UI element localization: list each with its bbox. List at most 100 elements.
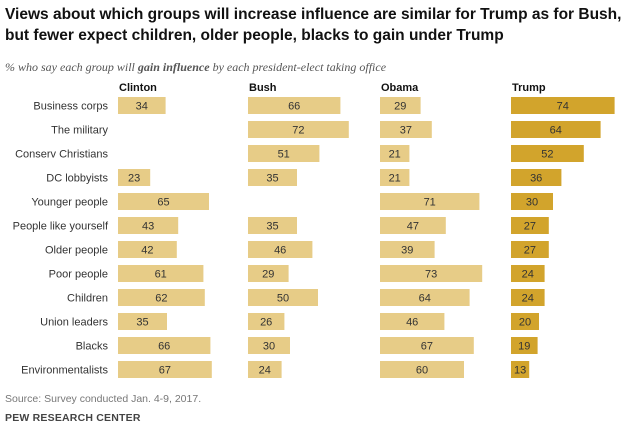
bar-obama-environmentalists xyxy=(380,361,464,378)
category-label-the-military: The military xyxy=(51,125,108,137)
bar-clinton-blacks xyxy=(118,337,211,354)
bar-obama-the-military xyxy=(380,121,432,138)
category-label-conserv-christians: Conserv Christians xyxy=(15,149,108,161)
bar-trump-people-like-yourself xyxy=(511,217,549,234)
bar-obama-conserv-christians xyxy=(380,145,410,162)
series-header-trump: Trump xyxy=(512,82,546,94)
value-label-clinton-older-people: 42 xyxy=(141,245,153,257)
category-label-business-corps: Business corps xyxy=(33,101,108,113)
value-label-clinton-children: 62 xyxy=(155,293,167,305)
value-label-bush-conserv-christians: 51 xyxy=(278,149,290,161)
bar-trump-blacks xyxy=(511,337,538,354)
series-header-obama: Obama xyxy=(381,82,419,94)
bar-bush-union-leaders xyxy=(248,313,285,330)
value-label-obama-dc-lobbyists: 21 xyxy=(389,173,401,185)
value-label-obama-children: 64 xyxy=(419,293,431,305)
value-label-clinton-union-leaders: 35 xyxy=(136,317,148,329)
value-label-clinton-younger-people: 65 xyxy=(157,197,169,209)
bar-bush-children xyxy=(248,289,318,306)
bar-clinton-children xyxy=(118,289,205,306)
value-label-clinton-blacks: 66 xyxy=(158,341,170,353)
value-label-trump-union-leaders: 20 xyxy=(519,317,531,329)
bar-obama-people-like-yourself xyxy=(380,217,446,234)
bar-clinton-poor-people xyxy=(118,265,204,282)
bar-bush-older-people xyxy=(248,241,313,258)
value-label-clinton-business-corps: 34 xyxy=(136,101,148,113)
bar-obama-children xyxy=(380,289,470,306)
value-label-clinton-environmentalists: 67 xyxy=(159,365,171,377)
bar-trump-environmentalists xyxy=(511,361,530,378)
value-label-clinton-dc-lobbyists: 23 xyxy=(128,173,140,185)
category-label-people-like-yourself: People like yourself xyxy=(13,221,109,233)
value-label-trump-older-people: 27 xyxy=(524,245,536,257)
bar-trump-children xyxy=(511,289,545,306)
category-label-older-people: Older people xyxy=(45,245,108,257)
bar-bush-people-like-yourself xyxy=(248,217,297,234)
series-header-clinton: Clinton xyxy=(119,82,157,94)
value-label-trump-younger-people: 30 xyxy=(526,197,538,209)
chart-title: Views about which groups will increase i… xyxy=(5,6,622,44)
value-label-trump-poor-people: 24 xyxy=(522,269,534,281)
bar-clinton-dc-lobbyists xyxy=(118,169,151,186)
value-label-clinton-poor-people: 61 xyxy=(155,269,167,281)
value-label-trump-blacks: 19 xyxy=(518,341,530,353)
bar-obama-poor-people xyxy=(380,265,483,282)
bar-bush-business-corps xyxy=(248,97,341,114)
value-label-bush-union-leaders: 26 xyxy=(260,317,272,329)
value-label-bush-poor-people: 29 xyxy=(262,269,274,281)
value-label-trump-the-military: 64 xyxy=(550,125,562,137)
chart-subtitle: % who say each group will gain influence… xyxy=(5,60,386,75)
source-note: Source: Survey conducted Jan. 4-9, 2017. xyxy=(5,393,202,405)
bar-bush-the-military xyxy=(248,121,349,138)
bar-bush-environmentalists xyxy=(248,361,282,378)
category-label-union-leaders: Union leaders xyxy=(40,317,108,329)
bar-trump-business-corps xyxy=(511,97,615,114)
series-header-bush: Bush xyxy=(249,82,277,94)
value-label-bush-older-people: 46 xyxy=(274,245,286,257)
bar-clinton-older-people xyxy=(118,241,177,258)
category-label-children: Children xyxy=(67,293,108,305)
value-label-trump-conserv-christians: 52 xyxy=(541,149,553,161)
bar-trump-the-military xyxy=(511,121,601,138)
value-label-obama-business-corps: 29 xyxy=(394,101,406,113)
value-label-obama-older-people: 39 xyxy=(401,245,413,257)
value-label-obama-people-like-yourself: 47 xyxy=(407,221,419,233)
value-label-bush-people-like-yourself: 35 xyxy=(266,221,278,233)
credit-line: PEW RESEARCH CENTER xyxy=(5,412,141,424)
bar-clinton-people-like-yourself xyxy=(118,217,179,234)
bar-trump-poor-people xyxy=(511,265,545,282)
bar-obama-business-corps xyxy=(380,97,421,114)
value-label-obama-younger-people: 71 xyxy=(424,197,436,209)
subtitle-emphasis: gain influence xyxy=(137,60,210,74)
bar-clinton-union-leaders xyxy=(118,313,167,330)
bar-clinton-younger-people xyxy=(118,193,209,210)
category-label-dc-lobbyists: DC lobbyists xyxy=(46,173,108,185)
value-label-trump-dc-lobbyists: 36 xyxy=(530,173,542,185)
category-label-blacks: Blacks xyxy=(76,341,109,353)
bar-bush-dc-lobbyists xyxy=(248,169,297,186)
bar-bush-blacks xyxy=(248,337,290,354)
bar-trump-younger-people xyxy=(511,193,553,210)
bar-chart: Clinton Bush Obama Trump Business corps 34 66 2… xyxy=(13,82,615,378)
value-label-trump-children: 24 xyxy=(522,293,534,305)
value-label-bush-the-military: 72 xyxy=(292,125,304,137)
bar-trump-older-people xyxy=(511,241,549,258)
value-label-bush-environmentalists: 24 xyxy=(259,365,271,377)
bar-obama-blacks xyxy=(380,337,474,354)
subtitle-pre: % who say each group will xyxy=(5,60,138,74)
bar-trump-dc-lobbyists xyxy=(511,169,562,186)
value-label-obama-the-military: 37 xyxy=(400,125,412,137)
bar-obama-dc-lobbyists xyxy=(380,169,410,186)
bar-clinton-environmentalists xyxy=(118,361,212,378)
value-label-bush-blacks: 30 xyxy=(263,341,275,353)
bar-obama-younger-people xyxy=(380,193,480,210)
value-label-clinton-people-like-yourself: 43 xyxy=(142,221,154,233)
bar-clinton-business-corps xyxy=(118,97,166,114)
value-label-trump-environmentalists: 13 xyxy=(514,365,526,377)
bar-obama-older-people xyxy=(380,241,435,258)
bar-trump-conserv-christians xyxy=(511,145,584,162)
value-label-bush-dc-lobbyists: 35 xyxy=(266,173,278,185)
category-label-younger-people: Younger people xyxy=(31,197,108,209)
subtitle-post: by each president-elect taking office xyxy=(209,60,387,74)
bar-bush-poor-people xyxy=(248,265,289,282)
